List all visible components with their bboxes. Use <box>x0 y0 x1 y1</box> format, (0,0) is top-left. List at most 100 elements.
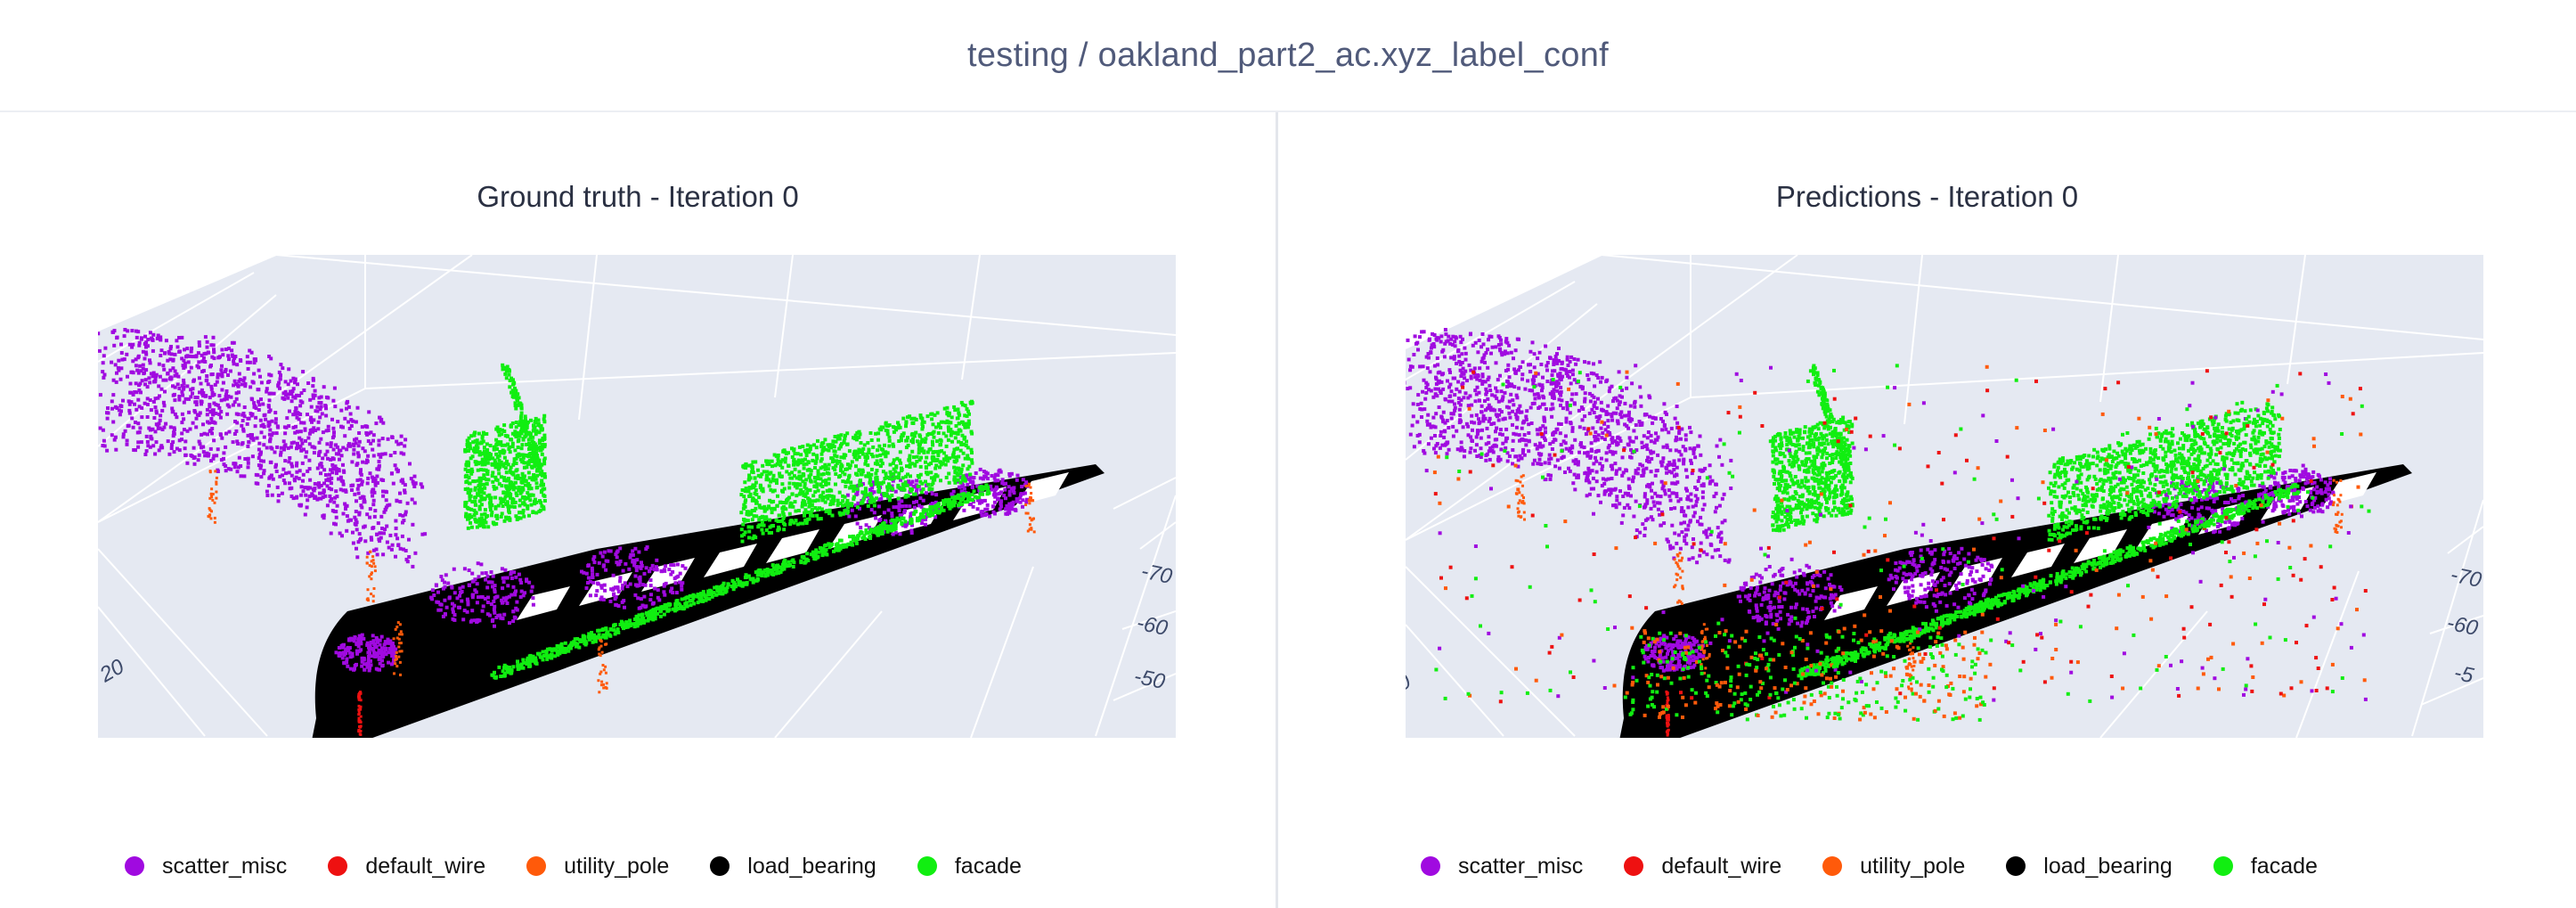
point-scatter-misc <box>282 447 286 452</box>
point-scatter-misc <box>183 348 186 352</box>
point-facade <box>970 451 974 455</box>
point-facade <box>884 421 888 425</box>
point-facade <box>925 433 930 438</box>
point-scatter-misc <box>1015 497 1019 501</box>
point-scatter-misc <box>360 482 364 487</box>
point-scatter-misc <box>370 475 374 479</box>
point-scatter-misc <box>253 424 257 429</box>
point-load-bearing <box>520 650 524 653</box>
point-facade <box>543 653 548 658</box>
point-load-bearing <box>395 681 399 683</box>
point-scatter-misc <box>313 487 317 490</box>
point-scatter-misc <box>527 580 532 585</box>
point-facade <box>944 475 949 479</box>
point-facade <box>971 498 975 503</box>
point-scatter-misc <box>648 569 651 574</box>
point-facade <box>892 458 896 462</box>
point-scatter-misc <box>599 585 604 590</box>
point-scatter-misc <box>197 360 201 364</box>
point-scatter-misc <box>638 580 642 584</box>
point-facade <box>508 483 512 487</box>
point-scatter-misc <box>291 496 296 501</box>
point-facade <box>477 507 482 511</box>
point-load-bearing <box>452 620 455 624</box>
point-scatter-misc <box>295 461 299 465</box>
point-scatter-misc <box>135 430 140 435</box>
point-facade <box>511 487 516 492</box>
point-scatter-misc <box>269 373 273 378</box>
point-scatter-misc <box>301 370 306 374</box>
point-scatter-misc <box>322 516 326 520</box>
point-facade <box>877 487 881 491</box>
point-facade <box>824 465 828 469</box>
point-scatter-misc <box>147 376 151 380</box>
point-load-bearing <box>577 593 581 597</box>
point-facade <box>843 436 847 440</box>
point-facade <box>952 478 957 482</box>
point-scatter-misc <box>1005 503 1009 508</box>
point-facade <box>469 446 473 451</box>
point-scatter-misc <box>282 425 287 429</box>
point-load-bearing <box>529 642 533 645</box>
point-load-bearing <box>571 583 574 585</box>
point-scatter-misc <box>469 618 474 623</box>
point-scatter-misc <box>135 390 139 395</box>
point-scatter-misc <box>391 481 395 486</box>
point-scatter-misc <box>632 563 637 568</box>
point-scatter-misc <box>649 593 653 597</box>
point-load-bearing <box>393 681 396 684</box>
point-facade <box>778 474 782 479</box>
point-scatter-misc <box>395 467 399 471</box>
point-facade <box>783 460 787 464</box>
point-scatter-misc <box>234 382 239 386</box>
point-load-bearing <box>408 644 412 648</box>
point-load-bearing <box>547 618 550 621</box>
point-facade <box>962 442 966 446</box>
point-load-bearing <box>442 668 445 672</box>
point-load-bearing <box>599 620 601 624</box>
point-load-bearing <box>388 684 392 688</box>
point-facade <box>819 517 823 521</box>
point-facade <box>756 525 761 529</box>
point-load-bearing <box>474 663 477 667</box>
ground-truth-3d-scene[interactable]: 20 -70 -60 -50 <box>98 255 1176 738</box>
point-scatter-misc <box>356 540 361 544</box>
point-facade <box>707 597 712 601</box>
point-facade <box>506 494 510 498</box>
point-facade <box>834 482 837 487</box>
point-load-bearing <box>451 654 454 658</box>
point-scatter-misc <box>311 429 315 434</box>
point-facade <box>512 395 517 399</box>
point-facade <box>861 446 866 451</box>
point-scatter-misc <box>166 372 170 376</box>
point-facade <box>593 639 598 643</box>
point-scatter-misc <box>363 667 367 672</box>
point-facade <box>869 467 874 471</box>
point-scatter-misc <box>156 333 160 338</box>
point-scatter-misc <box>257 403 262 407</box>
point-facade <box>959 442 964 446</box>
point-load-bearing <box>557 606 560 609</box>
point-facade <box>516 439 520 444</box>
point-facade <box>960 403 965 407</box>
point-facade <box>888 462 893 467</box>
point-scatter-misc <box>435 600 439 604</box>
point-scatter-misc <box>591 557 596 561</box>
point-scatter-misc <box>466 602 470 607</box>
point-scatter-misc <box>915 489 918 494</box>
point-scatter-misc <box>335 495 339 499</box>
point-scatter-misc <box>371 526 376 530</box>
point-load-bearing <box>512 624 516 627</box>
point-scatter-misc <box>361 495 365 499</box>
ground-truth-plot[interactable]: 20 -70 -60 -50 <box>98 255 1176 738</box>
point-facade <box>867 447 871 452</box>
point-scatter-misc <box>213 382 217 387</box>
point-scatter-misc <box>1025 497 1029 502</box>
point-scatter-misc <box>360 505 364 510</box>
point-load-bearing <box>412 629 416 633</box>
point-scatter-misc <box>877 497 881 502</box>
point-load-bearing <box>403 641 406 644</box>
point-scatter-misc <box>904 504 909 508</box>
point-scatter-misc <box>182 381 186 386</box>
point-scatter-misc <box>338 457 341 462</box>
